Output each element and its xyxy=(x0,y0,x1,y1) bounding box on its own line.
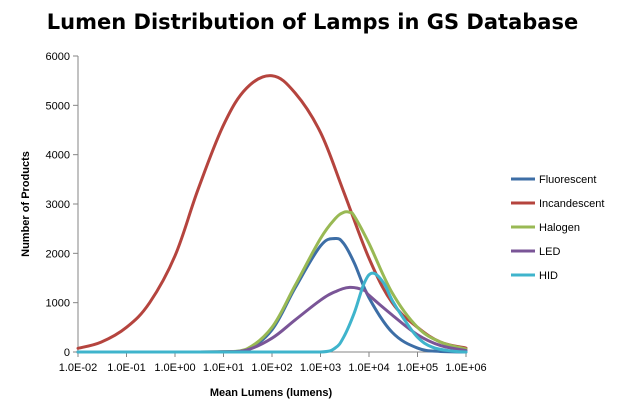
legend-label-halogen: Halogen xyxy=(539,222,580,234)
y-tick-label: 1000 xyxy=(46,298,70,310)
x-tick-label: 1.0E+05 xyxy=(397,362,438,374)
y-axis-title: Number of Products xyxy=(20,151,32,257)
y-tick-label: 6000 xyxy=(46,51,70,63)
x-tick-label: 1.0E+01 xyxy=(203,362,244,374)
x-tick-label: 1.0E+00 xyxy=(154,362,195,374)
x-tick-label: 1.0E+04 xyxy=(348,362,389,374)
y-tick-label: 0 xyxy=(64,347,70,359)
x-tick-label: 1.0E-02 xyxy=(59,362,98,374)
y-tick-label: 3000 xyxy=(46,199,70,211)
x-tick-label: 1.0E+03 xyxy=(300,362,341,374)
legend-label-incandescent: Incandescent xyxy=(539,198,604,210)
legend-label-hid: HID xyxy=(539,270,558,282)
x-tick-label: 1.0E+06 xyxy=(445,362,486,374)
y-tick-label: 2000 xyxy=(46,248,70,260)
legend: Fluorescent Incandescent Halogen LED HID xyxy=(511,174,604,282)
series-layer xyxy=(76,74,468,354)
series-line-hid xyxy=(76,271,468,354)
legend-label-led: LED xyxy=(539,246,560,258)
series-line-fluorescent xyxy=(76,236,468,354)
chart-title: Lumen Distribution of Lamps in GS Databa… xyxy=(46,10,579,34)
x-tick-label: 1.0E+02 xyxy=(251,362,292,374)
x-axis-title: Mean Lumens (lumens) xyxy=(210,387,333,399)
y-tick-label: 5000 xyxy=(46,100,70,112)
legend-label-fluorescent: Fluorescent xyxy=(539,174,596,186)
x-tick-label: 1.0E-01 xyxy=(107,362,146,374)
series-line-incandescent xyxy=(76,74,468,350)
axes-layer: 0 1000 2000 3000 4000 5000 6000 1.0E-02 1.0E-01 1… xyxy=(46,51,487,374)
y-tick-label: 4000 xyxy=(46,150,70,162)
